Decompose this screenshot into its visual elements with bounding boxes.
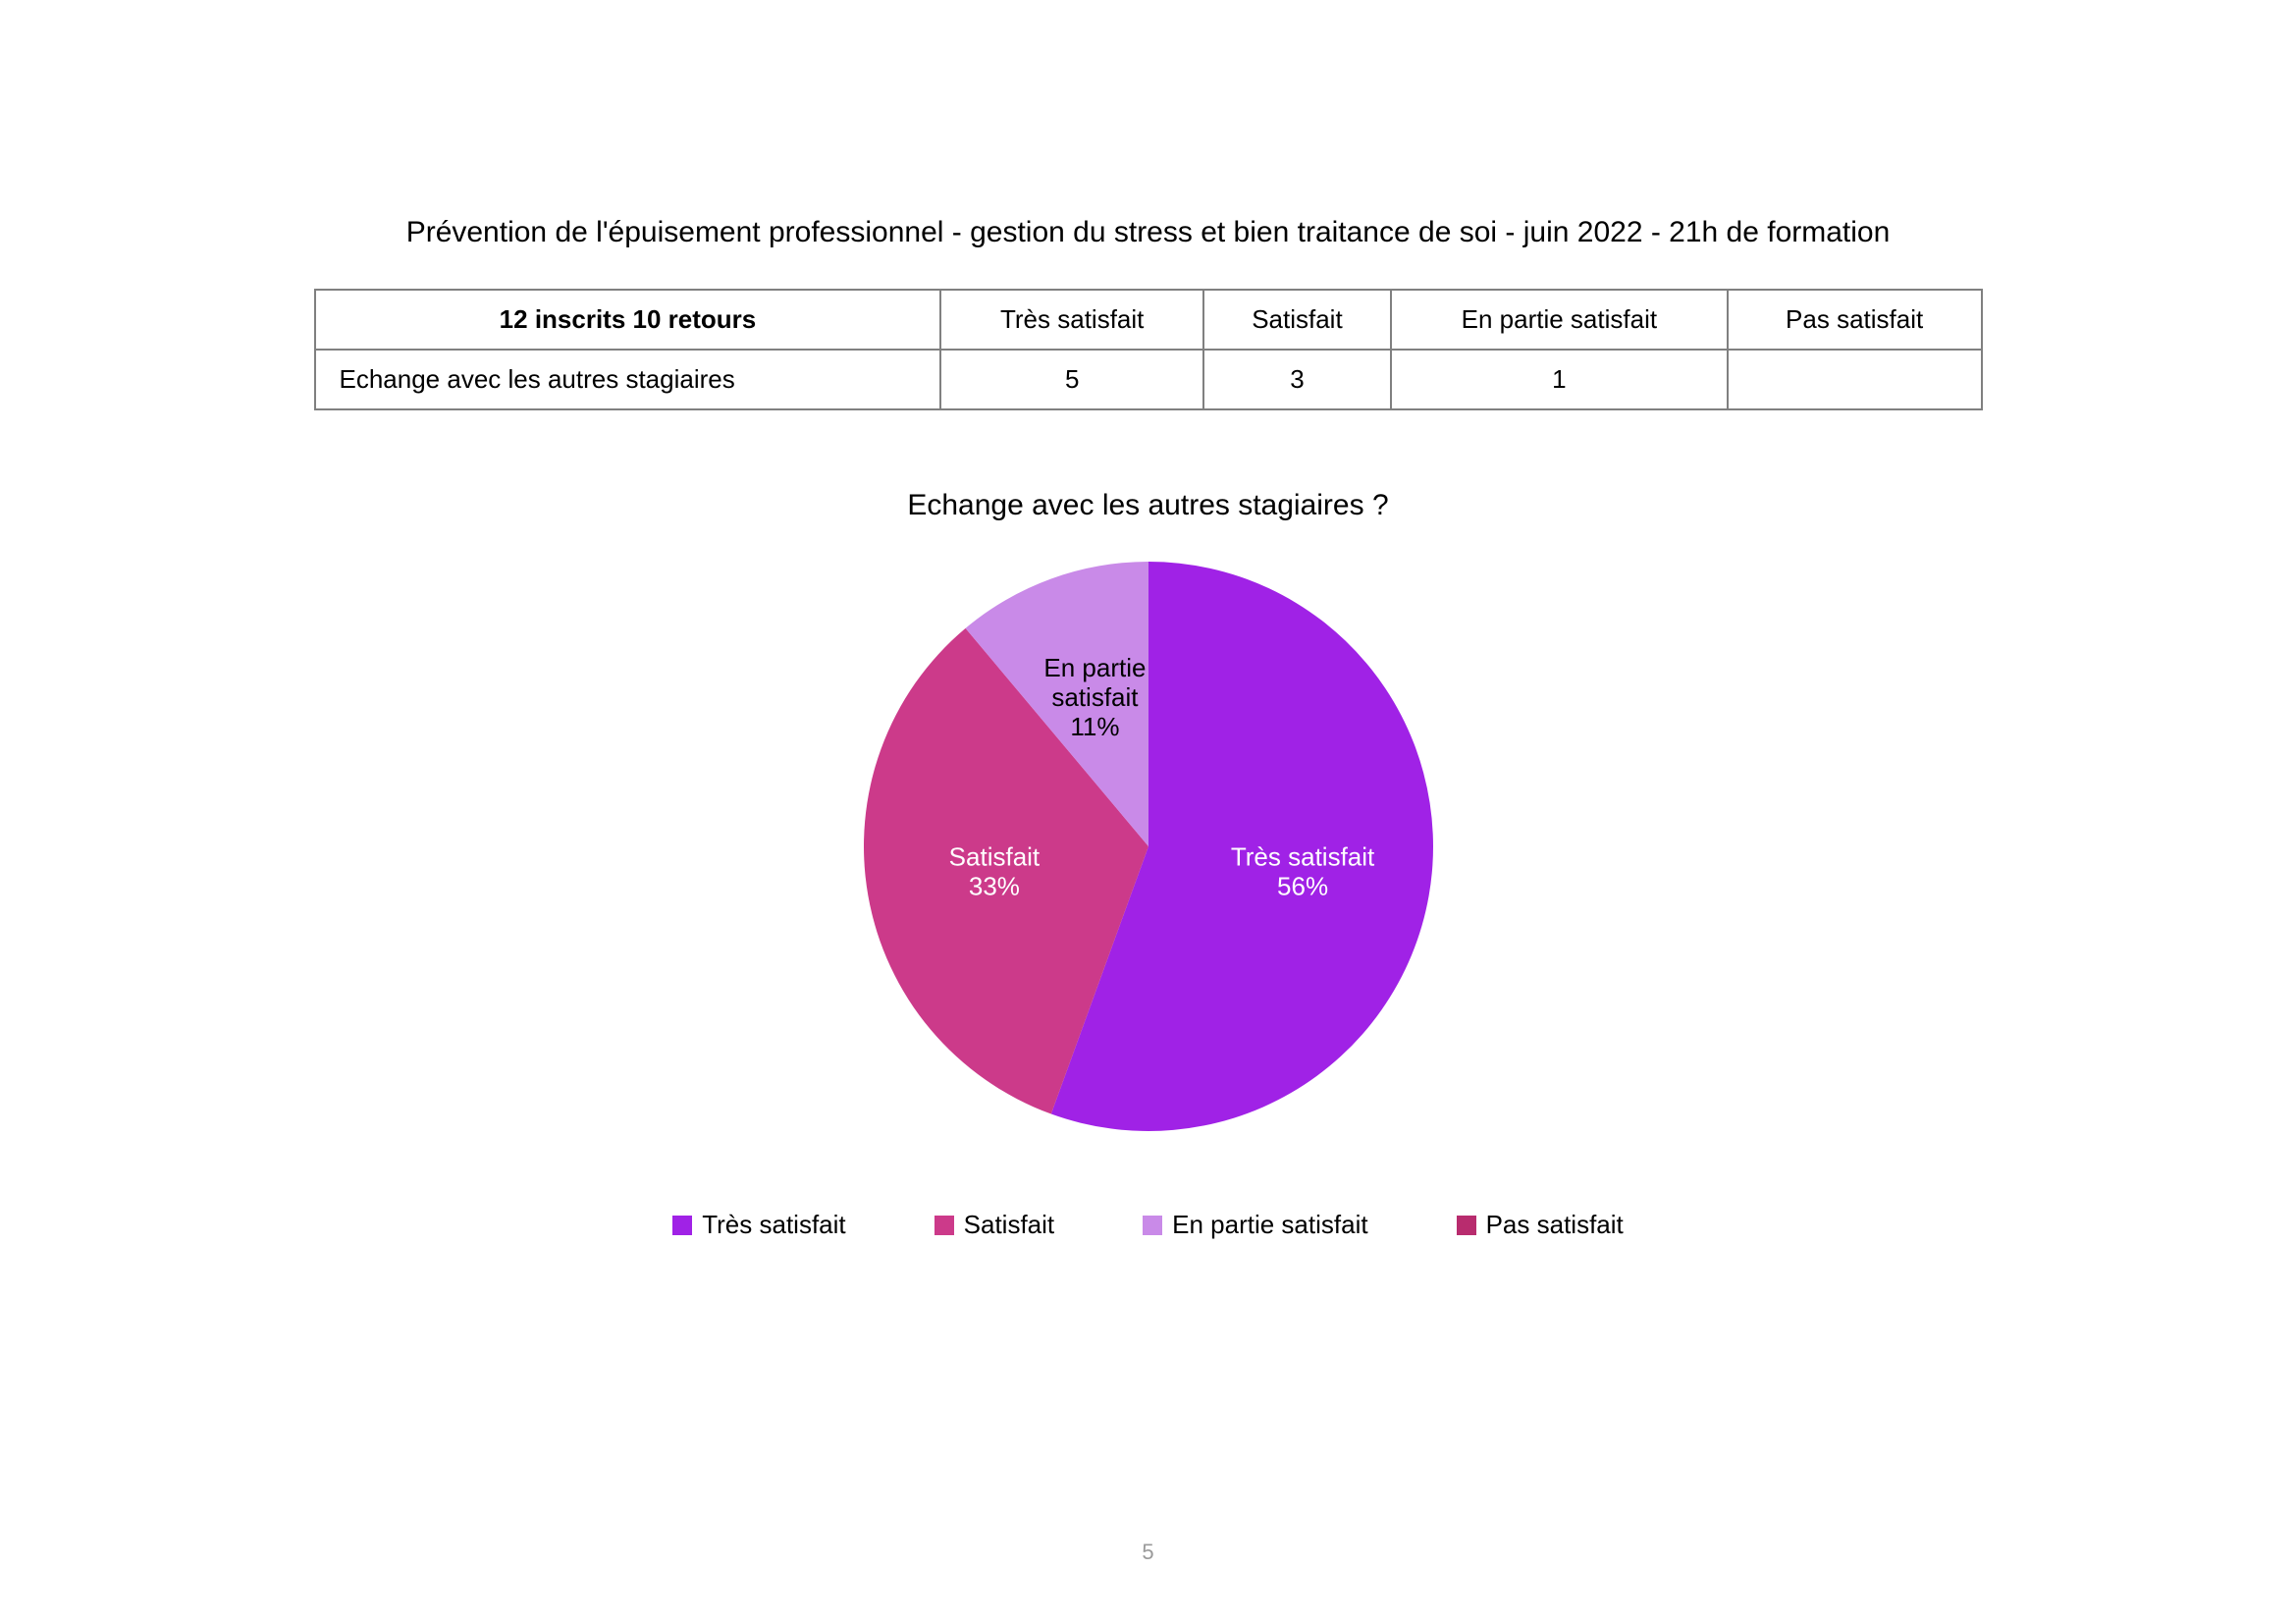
legend-item: Pas satisfait xyxy=(1457,1210,1624,1240)
legend-swatch xyxy=(672,1216,692,1235)
table-header-rowlabel: 12 inscrits 10 retours xyxy=(315,290,941,350)
table-cell-1: 3 xyxy=(1203,350,1391,409)
table-row: Echange avec les autres stagiaires 5 3 1 xyxy=(315,350,1982,409)
report-page: Prévention de l'épuisement professionnel… xyxy=(0,0,2296,1624)
pie-chart: Très satisfait56%Satisfait33%En partiesa… xyxy=(834,542,1463,1151)
legend-label: Satisfait xyxy=(964,1210,1055,1240)
pie-chart-block: Echange avec les autres stagiaires ? Trè… xyxy=(609,489,1688,1240)
legend-label: En partie satisfait xyxy=(1172,1210,1367,1240)
table-cell-3 xyxy=(1728,350,1982,409)
table-col-2: En partie satisfait xyxy=(1391,290,1728,350)
legend-swatch xyxy=(934,1216,954,1235)
legend-label: Très satisfait xyxy=(702,1210,845,1240)
chart-title: Echange avec les autres stagiaires ? xyxy=(609,489,1688,522)
results-table: 12 inscrits 10 retours Très satisfait Sa… xyxy=(314,289,1983,410)
page-title: Prévention de l'épuisement professionnel… xyxy=(0,216,2296,249)
legend-item: Satisfait xyxy=(934,1210,1055,1240)
pie-wrap: Très satisfait56%Satisfait33%En partiesa… xyxy=(609,542,1688,1151)
legend-label: Pas satisfait xyxy=(1486,1210,1624,1240)
table-cell-2: 1 xyxy=(1391,350,1728,409)
table-col-3: Pas satisfait xyxy=(1728,290,1982,350)
legend-item: Très satisfait xyxy=(672,1210,845,1240)
table-col-1: Satisfait xyxy=(1203,290,1391,350)
table-row-label: Echange avec les autres stagiaires xyxy=(315,350,941,409)
legend-swatch xyxy=(1457,1216,1476,1235)
table-header-row: 12 inscrits 10 retours Très satisfait Sa… xyxy=(315,290,1982,350)
page-number: 5 xyxy=(0,1540,2296,1565)
chart-legend: Très satisfait Satisfait En partie satisfa… xyxy=(609,1210,1688,1240)
table-cell-0: 5 xyxy=(940,350,1203,409)
legend-item: En partie satisfait xyxy=(1143,1210,1367,1240)
legend-swatch xyxy=(1143,1216,1162,1235)
table-col-0: Très satisfait xyxy=(940,290,1203,350)
